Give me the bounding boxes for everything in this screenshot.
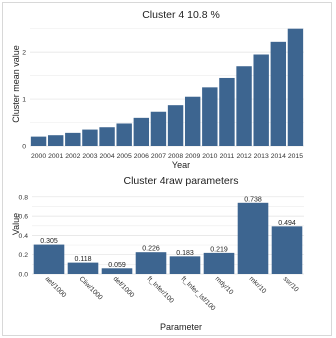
top-bar (47, 135, 64, 146)
top-x-tick-label: 2000 (31, 153, 46, 160)
bottom-x-tick-label: ft_Infer_lsf/100 (180, 275, 217, 312)
top-bar (202, 87, 218, 146)
top-x-tick-label: 2013 (254, 153, 269, 160)
cluster-mean-chart: Cluster 4 10.8 % 012 2000 2001 2002 2003 200… (11, 9, 304, 170)
top-chart-x-axis-title: Year (172, 160, 190, 170)
top-bar (150, 111, 167, 146)
bottom-data-label: 0.059 (108, 262, 126, 269)
bottom-x-tick-label: Cliw/1000 (78, 275, 104, 301)
top-x-tick-label: 2012 (237, 153, 252, 160)
bottom-y-tick-label: 0.0 (19, 272, 29, 279)
bottom-x-tick-label: ft_Infer/100 (146, 275, 175, 304)
top-x-tick-label: 2003 (82, 153, 97, 160)
bottom-data-label: 0.226 (142, 246, 160, 253)
top-y-tick-label: 1 (22, 97, 26, 104)
top-bar (82, 129, 98, 146)
top-bar (236, 66, 252, 146)
bottom-data-label: 0.494 (278, 220, 296, 227)
bottom-data-label: 0.183 (176, 250, 194, 257)
bottom-y-tick-label: 0.2 (19, 252, 29, 259)
bottom-data-label: 0.738 (244, 196, 262, 203)
top-bar (219, 77, 235, 146)
bottom-chart-y-ticks: 0.0 0.2 0.4 0.6 0.8 (19, 194, 29, 278)
bottom-chart-x-axis-title: Parameter (160, 322, 202, 332)
bottom-data-label: 0.118 (75, 256, 92, 263)
top-bar (116, 123, 132, 146)
bottom-bar (135, 252, 167, 274)
bottom-chart-x-ticks: aet/1000 Cliw/1000 def/1000 ft_Infer/100 ft_… (44, 275, 300, 312)
top-bar (287, 28, 304, 147)
top-x-tick-label: 2006 (134, 153, 149, 160)
top-chart-y-ticks: 0 1 2 (22, 50, 26, 151)
bottom-bar (237, 202, 269, 274)
top-bar (253, 54, 269, 146)
top-bar (133, 117, 150, 146)
top-x-tick-label: 2002 (65, 153, 80, 160)
top-bar (270, 41, 287, 147)
bottom-data-label: 0.305 (40, 238, 58, 245)
bottom-chart-data-labels: 0.305 0.118 0.059 0.226 0.183 0.219 0.738 0.494 (40, 196, 296, 269)
top-x-tick-label: 2009 (185, 153, 200, 160)
bottom-chart-bars (33, 202, 303, 274)
bottom-bar (203, 252, 235, 274)
bottom-x-tick-label: def/1000 (112, 275, 136, 299)
top-x-tick-label: 2005 (117, 153, 132, 160)
top-bar (65, 132, 81, 146)
bottom-y-tick-label: 0.4 (19, 233, 29, 240)
top-bar (99, 127, 115, 146)
bottom-x-tick-label: ssr/10 (282, 275, 300, 293)
bottom-x-tick-label: mkr/10 (248, 275, 268, 295)
top-x-tick-label: 2014 (271, 153, 286, 160)
bottom-x-tick-label: mdy/10 (214, 275, 235, 296)
bottom-y-tick-label: 0.8 (19, 194, 29, 201)
top-bar (30, 136, 47, 146)
top-x-tick-label: 2008 (168, 153, 183, 160)
bottom-chart-y-axis-title: Value (11, 213, 21, 235)
top-x-tick-label: 2010 (202, 153, 217, 160)
top-chart-y-axis-title: Cluster mean value (11, 45, 21, 123)
bottom-y-tick-label: 0.6 (19, 214, 29, 221)
top-chart-bars (30, 28, 304, 147)
bottom-x-tick-label: aet/1000 (44, 275, 68, 299)
top-x-tick-label: 2007 (151, 153, 166, 160)
top-y-tick-label: 2 (22, 50, 26, 57)
bottom-bar (33, 244, 65, 274)
bottom-bar (271, 226, 303, 274)
top-chart-title: Cluster 4 10.8 % (142, 9, 220, 21)
top-chart-x-ticks: 2000 2001 2002 2003 2004 2005 2006 2007 2008 2009… (31, 153, 303, 160)
bottom-bar (169, 256, 201, 274)
top-x-tick-label: 2001 (48, 153, 63, 160)
bottom-data-label: 0.219 (210, 246, 228, 253)
top-x-tick-label: 2015 (288, 153, 303, 160)
top-x-tick-label: 2011 (220, 153, 235, 160)
bottom-bar (67, 262, 99, 274)
top-y-tick-label: 0 (22, 144, 26, 151)
bottom-bar (101, 268, 133, 274)
top-bar (167, 105, 184, 146)
top-x-tick-label: 2004 (100, 153, 115, 160)
top-bar (184, 96, 201, 146)
bottom-chart-title: Cluster 4raw parameters (124, 175, 239, 187)
